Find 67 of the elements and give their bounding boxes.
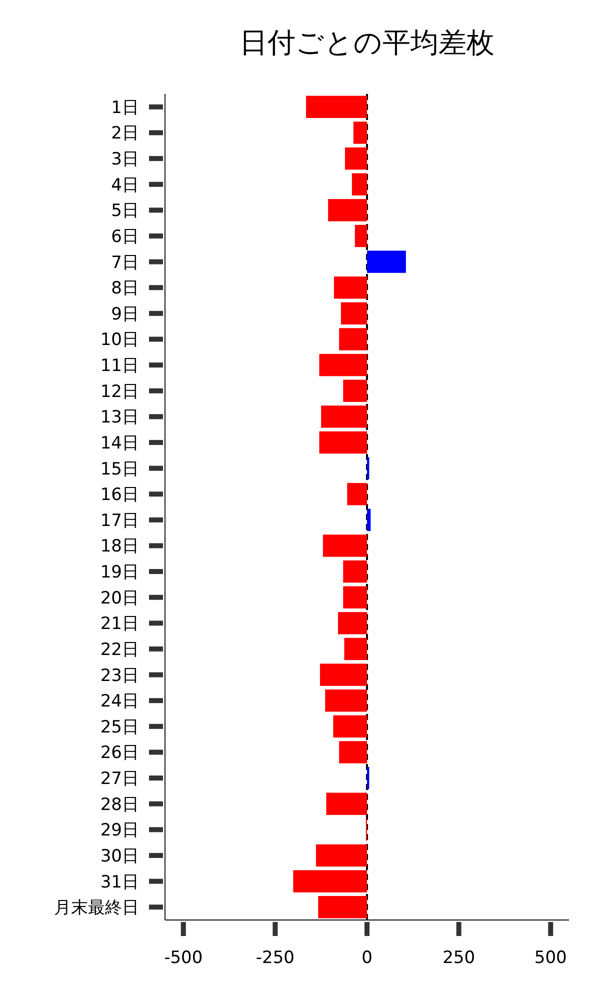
y-tick-label: 24日 — [100, 692, 139, 712]
bar — [353, 122, 367, 144]
y-tick-label: 18日 — [100, 536, 139, 557]
y-tick-label: 2日 — [111, 124, 139, 144]
y-tick-label: 17日 — [100, 510, 139, 531]
y-tick-label: 27日 — [100, 769, 139, 790]
bar — [340, 302, 367, 325]
y-tick-label: 19日 — [100, 562, 139, 583]
bar — [343, 586, 367, 608]
bar — [339, 328, 367, 350]
y-tick-label: 16日 — [100, 485, 139, 506]
chart-title: 日付ごとの平均差枚 — [240, 26, 494, 59]
bar — [325, 689, 367, 712]
bar — [319, 354, 367, 376]
y-tick-label: 12日 — [100, 382, 139, 402]
bar — [352, 173, 367, 196]
y-tick-label: 14日 — [100, 433, 139, 454]
bar — [333, 715, 367, 738]
y-tick-label: 9日 — [111, 304, 139, 324]
bar — [367, 508, 371, 532]
x-tick-label: -500 — [164, 948, 203, 968]
y-tick-label: 1日 — [111, 98, 139, 118]
bar — [328, 199, 367, 222]
y-tick-label: 7日 — [111, 252, 139, 273]
y-tick-label: 31日 — [100, 872, 139, 892]
y-tick-label: 13日 — [100, 408, 139, 428]
bar — [293, 870, 367, 892]
bar — [343, 380, 367, 402]
bar — [347, 482, 367, 506]
y-tick-label: 21日 — [100, 614, 139, 634]
y-tick-label: 28日 — [100, 794, 139, 815]
x-tick-label: 0 — [362, 948, 372, 968]
bar — [316, 844, 367, 867]
bar — [306, 96, 367, 118]
y-tick-label: 4日 — [111, 175, 139, 196]
bar — [319, 431, 367, 454]
y-tick-label: 月末最終日 — [54, 898, 139, 918]
bar — [334, 276, 367, 299]
y-tick-label: 3日 — [111, 150, 139, 170]
bar — [354, 224, 367, 248]
bar — [320, 664, 367, 686]
y-tick-label: 20日 — [100, 588, 139, 608]
x-tick-label: -250 — [256, 948, 294, 968]
bar — [339, 741, 367, 764]
bar — [326, 792, 367, 815]
x-tick-label: 250 — [442, 948, 476, 968]
y-tick-label: 22日 — [100, 640, 139, 660]
y-tick-label: 26日 — [100, 743, 139, 764]
y-tick-label: 29日 — [100, 820, 139, 841]
y-tick-label: 15日 — [100, 459, 139, 480]
y-tick-label: 5日 — [111, 201, 139, 222]
bar — [321, 406, 367, 428]
y-tick-label: 10日 — [100, 330, 139, 350]
bar — [367, 250, 406, 273]
bar — [318, 896, 367, 918]
y-tick-label: 11日 — [100, 356, 139, 376]
bar — [344, 638, 367, 660]
y-tick-label: 8日 — [111, 278, 139, 299]
y-tick-label: 25日 — [100, 717, 139, 738]
x-tick-label: 500 — [534, 948, 567, 968]
y-tick-label: 23日 — [100, 666, 139, 686]
bar — [338, 612, 367, 634]
y-tick-label: 6日 — [111, 226, 139, 247]
bar — [343, 560, 367, 583]
bar — [322, 534, 367, 557]
bar — [344, 147, 367, 170]
y-tick-label: 30日 — [100, 846, 139, 866]
